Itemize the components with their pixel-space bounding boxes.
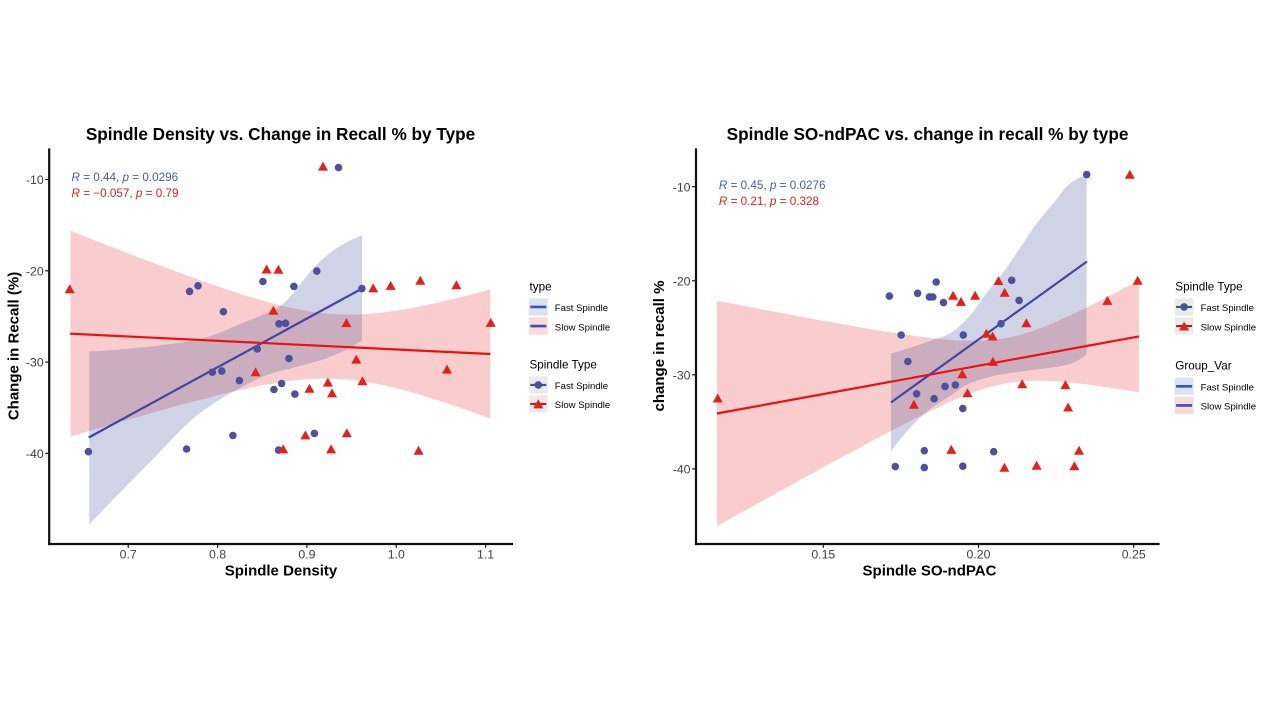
svg-text:Spindle Density vs. Change in: Spindle Density vs. Change in Recall % b… bbox=[86, 124, 475, 144]
svg-text:0.15: 0.15 bbox=[811, 548, 835, 562]
svg-text:Slow Spindle: Slow Spindle bbox=[555, 322, 610, 333]
svg-text:Spindle Density: Spindle Density bbox=[225, 563, 338, 580]
svg-text:Slow Spindle: Slow Spindle bbox=[555, 400, 610, 411]
svg-text:-10: -10 bbox=[673, 180, 691, 194]
svg-text:0.25: 0.25 bbox=[1122, 548, 1146, 562]
svg-text:0.9: 0.9 bbox=[298, 548, 315, 562]
svg-text:-40: -40 bbox=[673, 462, 691, 476]
svg-text:0.7: 0.7 bbox=[120, 548, 137, 562]
svg-text:-40: -40 bbox=[26, 447, 44, 461]
svg-text:R = 0.21, p = 0.328: R = 0.21, p = 0.328 bbox=[719, 195, 819, 208]
svg-text:R = 0.44, p = 0.0296: R = 0.44, p = 0.0296 bbox=[72, 171, 179, 184]
svg-text:Change in Recall (%): Change in Recall (%) bbox=[6, 272, 23, 420]
svg-text:Fast Spindle: Fast Spindle bbox=[555, 303, 608, 314]
svg-text:-30: -30 bbox=[673, 368, 691, 382]
svg-text:Spindle SO-ndPAC: Spindle SO-ndPAC bbox=[863, 563, 997, 580]
svg-text:1.1: 1.1 bbox=[477, 548, 494, 562]
svg-text:0.8: 0.8 bbox=[209, 548, 226, 562]
svg-text:-20: -20 bbox=[26, 264, 44, 278]
svg-text:-10: -10 bbox=[26, 173, 44, 187]
svg-text:-30: -30 bbox=[26, 356, 44, 370]
svg-text:Group_Var: Group_Var bbox=[1175, 360, 1231, 373]
svg-text:change in recall %: change in recall % bbox=[651, 281, 668, 412]
svg-text:-20: -20 bbox=[673, 274, 691, 288]
svg-text:Spindle SO-ndPAC vs. change in: Spindle SO-ndPAC vs. change in recall % … bbox=[727, 124, 1129, 144]
svg-text:Fast Spindle: Fast Spindle bbox=[1201, 383, 1254, 394]
svg-text:Spindle Type: Spindle Type bbox=[530, 359, 597, 372]
svg-text:Spindle Type: Spindle Type bbox=[1175, 281, 1242, 294]
svg-text:R = −0.057, p = 0.79: R = −0.057, p = 0.79 bbox=[72, 187, 179, 200]
svg-text:Fast Spindle: Fast Spindle bbox=[1201, 303, 1254, 314]
svg-text:R = 0.45, p = 0.0276: R = 0.45, p = 0.0276 bbox=[719, 179, 826, 192]
svg-text:Slow Spindle: Slow Spindle bbox=[1201, 322, 1256, 333]
svg-text:0.20: 0.20 bbox=[967, 548, 991, 562]
svg-text:type: type bbox=[530, 281, 552, 294]
svg-text:Fast Spindle: Fast Spindle bbox=[555, 381, 608, 392]
svg-text:1.0: 1.0 bbox=[388, 548, 405, 562]
svg-text:Slow Spindle: Slow Spindle bbox=[1201, 402, 1256, 413]
